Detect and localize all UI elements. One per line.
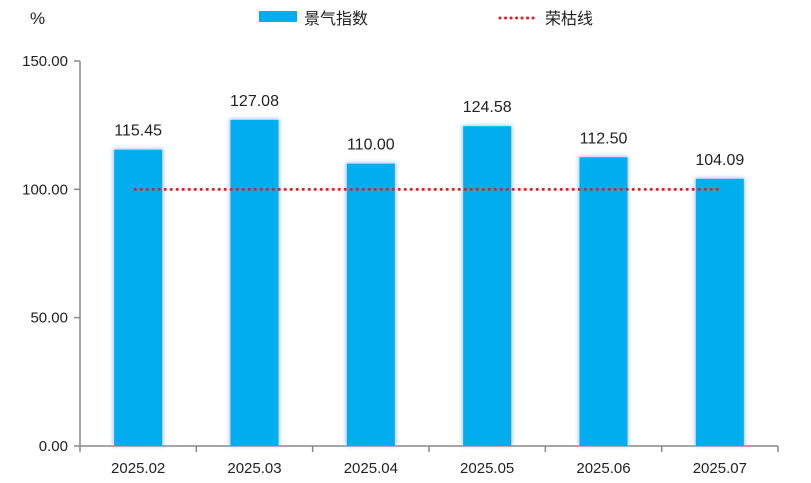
x-tick-label: 2025.04 xyxy=(344,460,398,477)
y-tick-label: 100.00 xyxy=(22,181,68,198)
legend-label-bar: 景气指数 xyxy=(304,10,368,28)
bar xyxy=(695,178,744,446)
x-tick-label: 2025.06 xyxy=(576,460,630,477)
bar xyxy=(230,119,279,446)
legend: 景气指数 荣枯线 xyxy=(259,10,593,28)
x-tick-label: 2025.03 xyxy=(227,460,281,477)
bar-value-label: 110.00 xyxy=(347,137,395,154)
x-tick-label: 2025.05 xyxy=(460,460,514,477)
y-tick-label: 50.00 xyxy=(30,310,68,327)
bar-value-label: 124.58 xyxy=(463,99,512,116)
bar-value-label: 127.08 xyxy=(230,93,279,110)
y-unit-label: % xyxy=(30,9,45,28)
legend-swatch-bar xyxy=(259,11,297,22)
bar xyxy=(346,163,395,446)
bar xyxy=(114,149,163,446)
bar-value-label: 104.09 xyxy=(695,152,744,169)
x-tick-label: 2025.02 xyxy=(111,460,165,477)
bar xyxy=(579,157,628,446)
bar-value-label: 115.45 xyxy=(114,123,162,140)
bar xyxy=(463,126,512,447)
plot-area: 0.00 50.00 100.00 150.00 115.45 2025.02 127.08… xyxy=(22,53,779,477)
legend-label-line: 荣枯线 xyxy=(545,10,593,28)
y-tick-label: 0.00 xyxy=(39,438,68,455)
y-tick-label: 150.00 xyxy=(22,53,68,70)
x-tick-label: 2025.07 xyxy=(693,460,747,477)
bar-value-label: 112.50 xyxy=(580,130,628,147)
